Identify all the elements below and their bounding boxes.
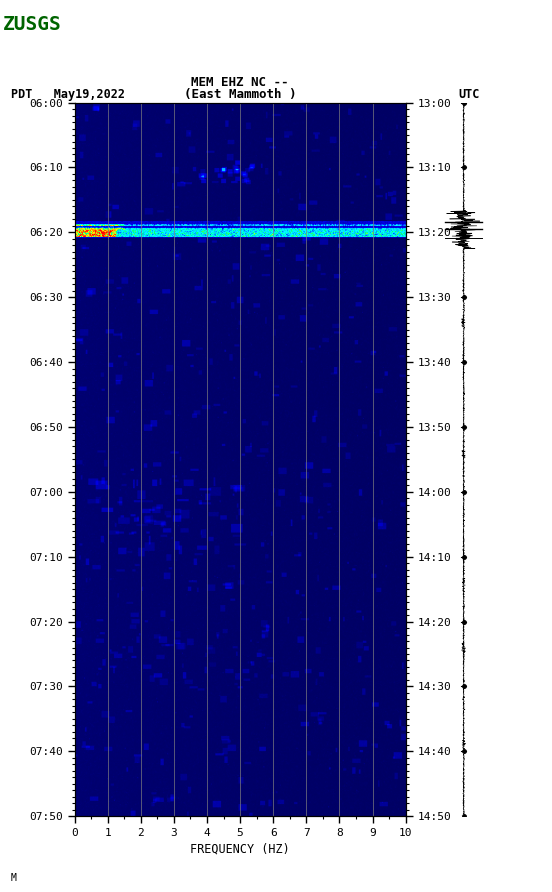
Text: UTC: UTC — [458, 87, 480, 101]
X-axis label: FREQUENCY (HZ): FREQUENCY (HZ) — [190, 842, 290, 855]
Text: PDT   May19,2022: PDT May19,2022 — [11, 87, 125, 101]
Text: MEM EHZ NC --: MEM EHZ NC -- — [192, 76, 289, 89]
Text: M: M — [11, 873, 17, 883]
Text: (East Mammoth ): (East Mammoth ) — [184, 87, 296, 101]
Text: ZUSGS: ZUSGS — [3, 15, 62, 34]
